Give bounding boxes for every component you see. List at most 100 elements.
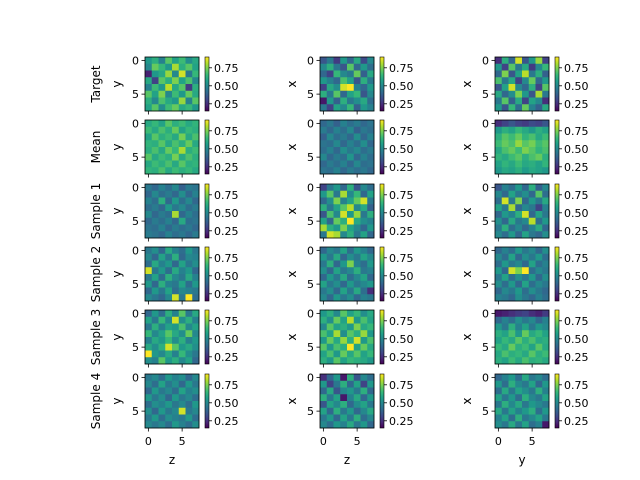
heatmap-cell xyxy=(535,167,543,175)
colorbar: 0.25 0.50 0.75 xyxy=(554,373,589,429)
heatmap-cell xyxy=(535,90,543,98)
heatmap-cell xyxy=(367,63,375,71)
heatmap-cell xyxy=(347,401,355,409)
heatmap-cell xyxy=(326,63,334,71)
y-tick-label: 5 xyxy=(132,215,139,228)
heatmap-cell xyxy=(145,231,153,239)
heatmap-cell xyxy=(360,147,368,155)
heatmap-cell xyxy=(158,316,166,324)
heatmap-cell xyxy=(192,231,200,239)
heatmap-cell xyxy=(158,231,166,239)
heatmap-cell xyxy=(347,387,355,395)
heatmap-cell xyxy=(158,133,166,141)
y-axis-label: x xyxy=(460,270,474,277)
heatmap-cell xyxy=(508,147,516,155)
heatmap-cell xyxy=(515,253,523,261)
colorbar: 0.25 0.50 0.75 xyxy=(379,119,414,175)
heatmap-cell xyxy=(326,374,334,382)
heatmap-cell xyxy=(347,330,355,338)
heatmap-cell xyxy=(360,104,368,112)
heatmap-cell xyxy=(542,153,550,161)
heatmap-cell xyxy=(360,120,368,128)
heatmap-cell xyxy=(158,294,166,302)
heatmap-cell xyxy=(333,217,341,225)
heatmap-cell xyxy=(495,267,503,275)
heatmap-cell xyxy=(172,140,180,148)
heatmap-cell xyxy=(192,224,200,232)
heatmap-cell xyxy=(192,274,200,282)
heatmap-cell xyxy=(360,267,368,275)
colorbar-tick-label: 0.75 xyxy=(389,252,414,265)
colorbar-gradient xyxy=(204,309,210,365)
heatmap-cell xyxy=(172,394,180,402)
heatmap-cell xyxy=(151,294,159,302)
heatmap-cell xyxy=(347,310,355,318)
heatmap-cell xyxy=(535,120,543,128)
heatmap-cell xyxy=(535,231,543,239)
heatmap-cell xyxy=(535,316,543,324)
colorbar-gradient xyxy=(379,183,385,239)
heatmap-cell xyxy=(151,77,159,85)
heatmap-cell xyxy=(515,104,523,112)
heatmap-cell xyxy=(515,343,523,351)
heatmap-cell xyxy=(528,140,536,148)
heatmap-cell xyxy=(508,421,516,429)
heatmap-panel-r0-c0: 0 5 y 0.25 0.50 0.75 xyxy=(110,54,239,115)
heatmap-cell xyxy=(165,287,173,295)
heatmap-cell xyxy=(528,147,536,155)
colorbar: 0.25 0.50 0.75 xyxy=(204,373,239,429)
heatmap-cell xyxy=(172,247,180,255)
heatmap-cell xyxy=(151,323,159,331)
heatmap-cell xyxy=(178,184,186,192)
heatmap-cell xyxy=(145,394,153,402)
heatmap-cell xyxy=(508,140,516,148)
heatmap-cell xyxy=(367,316,375,324)
colorbar-tick-label: 0.25 xyxy=(564,415,589,428)
heatmap-cell xyxy=(495,204,503,212)
heatmap-cell xyxy=(508,414,516,422)
heatmap-cell xyxy=(178,330,186,338)
y-tick-label: 0 xyxy=(307,117,314,130)
heatmap-cell xyxy=(333,57,341,65)
y-tick-label: 0 xyxy=(132,117,139,130)
heatmap-cell xyxy=(320,204,328,212)
heatmap-cell xyxy=(151,337,159,345)
heatmap-cell xyxy=(320,90,328,98)
heatmap-cell xyxy=(192,90,200,98)
heatmap-cell xyxy=(515,357,523,365)
colorbar-tick-label: 0.75 xyxy=(389,125,414,138)
heatmap-cell xyxy=(333,260,341,268)
heatmap-cell xyxy=(326,167,334,175)
heatmap-cell xyxy=(495,394,503,402)
heatmap-cell xyxy=(360,357,368,365)
heatmap-cell xyxy=(320,294,328,302)
heatmap-cell xyxy=(353,394,361,402)
heatmap-cell xyxy=(185,190,193,198)
heatmap-cell xyxy=(495,253,503,261)
heatmap-cell xyxy=(515,57,523,65)
heatmap-cell xyxy=(165,57,173,65)
heatmap-cell xyxy=(165,421,173,429)
heatmap-cell xyxy=(367,231,375,239)
colorbar: 0.25 0.50 0.75 xyxy=(204,183,239,239)
heatmap-cell xyxy=(528,224,536,232)
heatmap-cell xyxy=(501,204,509,212)
heatmap-cell xyxy=(522,104,530,112)
heatmap-cell xyxy=(320,231,328,239)
heatmap-cell xyxy=(515,407,523,415)
heatmap-cell xyxy=(360,211,368,219)
heatmap-cell xyxy=(515,421,523,429)
heatmap-cell xyxy=(320,374,328,382)
heatmap-cell xyxy=(353,343,361,351)
heatmap-cell xyxy=(320,126,328,134)
heatmap-cell xyxy=(347,274,355,282)
heatmap-cell xyxy=(178,77,186,85)
heatmap-cell xyxy=(501,104,509,112)
heatmap-cell xyxy=(515,330,523,338)
heatmap-cell xyxy=(528,280,536,288)
heatmap-cell xyxy=(508,184,516,192)
heatmap-cell xyxy=(340,374,348,382)
heatmap-cell xyxy=(535,197,543,205)
heatmap-cell xyxy=(367,97,375,105)
heatmap-cell xyxy=(145,167,153,175)
